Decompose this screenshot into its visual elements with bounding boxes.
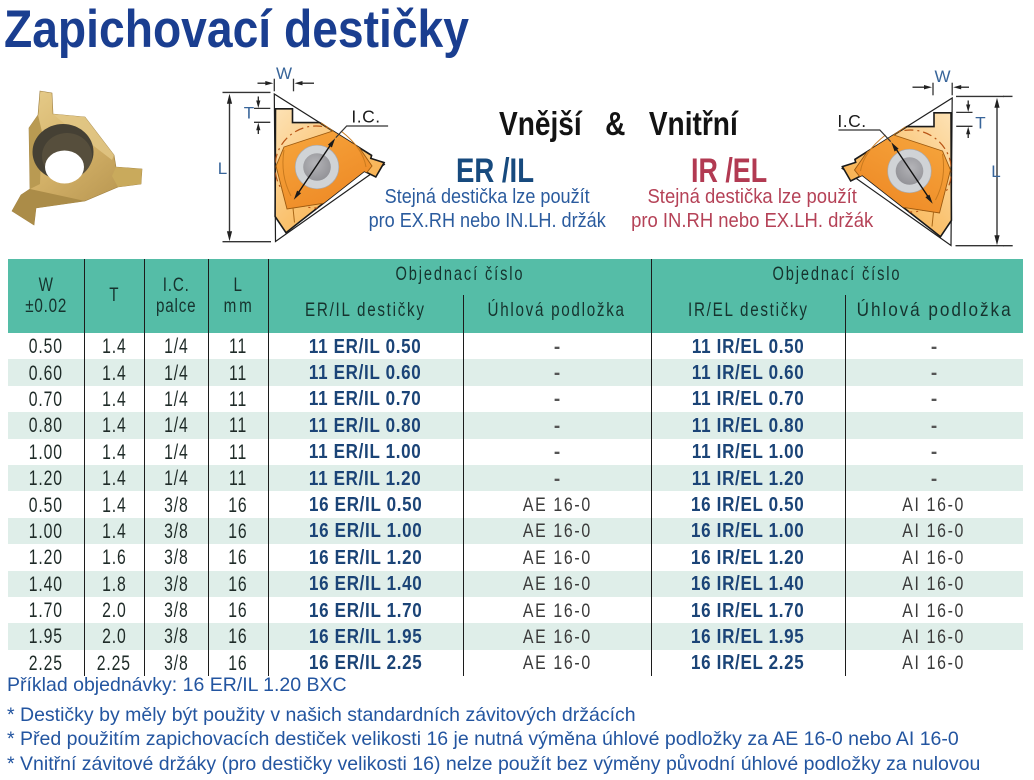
svg-text:I.C.: I.C. bbox=[351, 107, 380, 127]
svg-text:W: W bbox=[934, 67, 950, 86]
svg-text:T: T bbox=[975, 114, 985, 133]
svg-text:T: T bbox=[244, 104, 254, 123]
svg-text:W: W bbox=[276, 64, 292, 83]
svg-text:L: L bbox=[218, 159, 227, 178]
svg-text:L: L bbox=[991, 162, 1000, 181]
svg-text:I.C.: I.C. bbox=[837, 111, 866, 131]
